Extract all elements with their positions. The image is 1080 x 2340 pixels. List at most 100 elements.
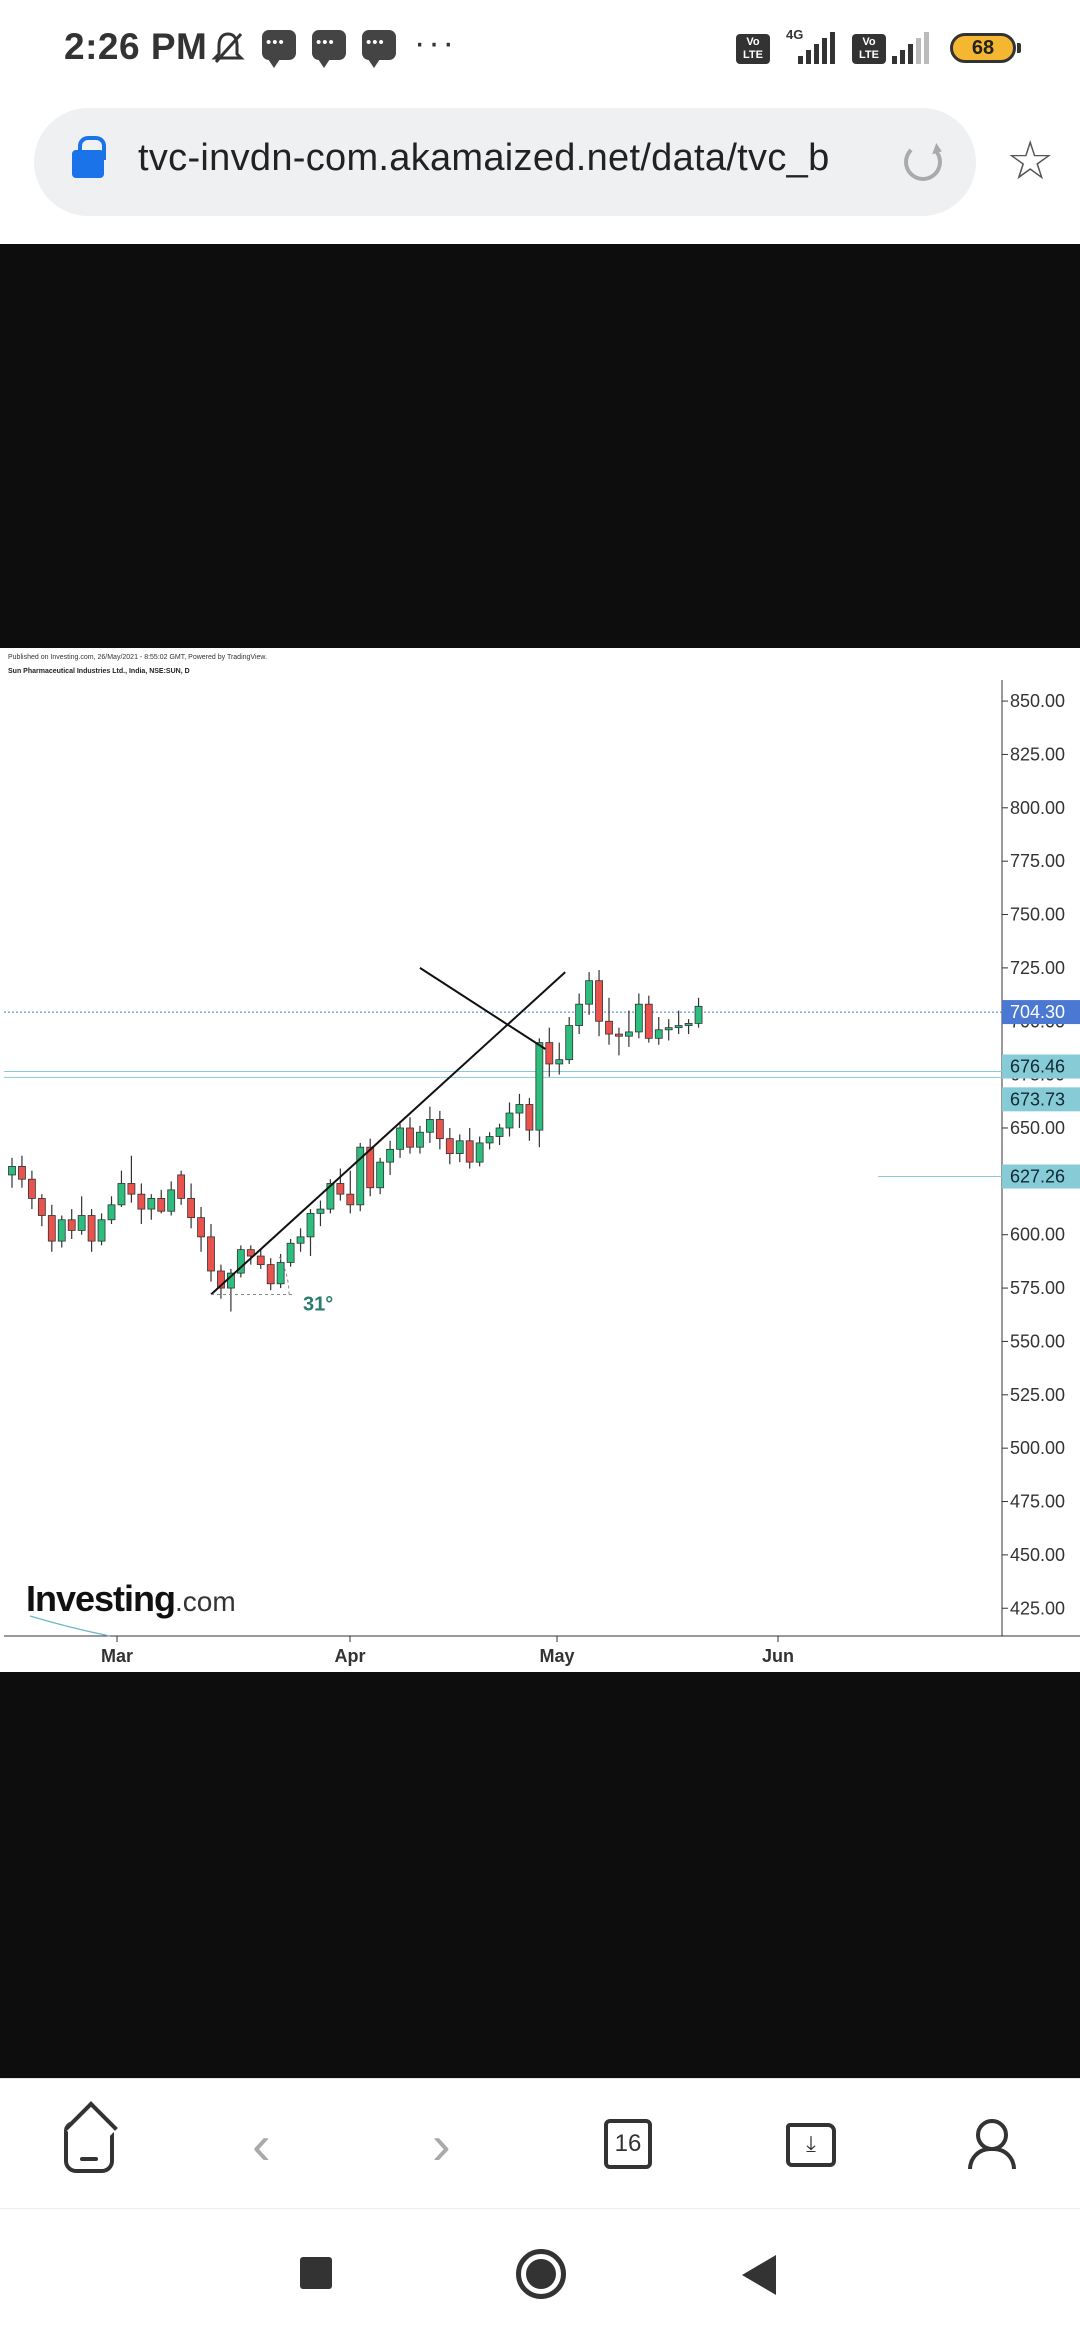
candle-body — [366, 1146, 375, 1189]
candle-body — [27, 1178, 36, 1199]
price-label-box — [1002, 1054, 1080, 1079]
candle-body — [654, 1029, 663, 1039]
candle-body — [465, 1140, 474, 1163]
message-icon — [362, 30, 396, 68]
candle-body — [87, 1215, 96, 1242]
candle-body — [356, 1146, 365, 1206]
y-tick-label: 575.00 — [1010, 1278, 1065, 1298]
candle-body — [47, 1215, 56, 1242]
candle-body — [525, 1104, 534, 1131]
candle-body — [625, 1031, 633, 1037]
candle-body — [127, 1183, 136, 1195]
bookmark-star-icon[interactable]: ☆ — [1006, 131, 1055, 191]
battery-icon: 68 — [950, 33, 1021, 63]
candle-body — [416, 1131, 424, 1148]
angle-arc — [277, 1254, 290, 1295]
candle-body — [535, 1042, 544, 1131]
candle-body — [555, 1059, 564, 1065]
y-tick-label: 750.00 — [1010, 905, 1065, 925]
chart-image: 850.00825.00800.00775.00750.00725.00700.… — [0, 648, 1080, 1672]
candle-body — [57, 1219, 66, 1242]
x-tick-label: Apr — [335, 1646, 366, 1666]
published-line: Published on Investing.com, 26/May/2021 … — [8, 654, 268, 661]
x-tick-label: Mar — [101, 1646, 133, 1666]
candle-body — [435, 1119, 444, 1140]
profile-icon[interactable] — [968, 2119, 1016, 2169]
candle-body — [177, 1174, 186, 1199]
candle-body — [505, 1112, 514, 1129]
forward-icon[interactable]: › — [432, 2113, 451, 2176]
image-letterbox-top — [0, 244, 1080, 648]
candle-body — [197, 1217, 205, 1238]
candle-body — [565, 1025, 574, 1061]
system-back-icon[interactable] — [742, 2255, 776, 2295]
more-notifications-icon: ··· — [414, 24, 457, 62]
candle-body — [336, 1183, 345, 1195]
candle-body — [276, 1262, 285, 1285]
price-label: 676.46 — [1010, 1057, 1065, 1077]
downloads-folder-icon[interactable]: ⤓ — [786, 2123, 836, 2167]
candle-body — [137, 1193, 146, 1210]
candle-body — [475, 1142, 484, 1163]
address-bar[interactable] — [34, 108, 976, 216]
trendline-resistance — [419, 967, 546, 1050]
candle-body — [595, 980, 603, 1022]
candle-body — [18, 1166, 26, 1180]
candle-body — [246, 1249, 255, 1257]
candle-body — [644, 1003, 653, 1039]
candle-body — [684, 1022, 693, 1026]
system-home-icon[interactable] — [516, 2249, 566, 2299]
candle-body — [316, 1208, 325, 1214]
candle-body — [37, 1198, 46, 1216]
price-label-box — [1002, 1000, 1080, 1025]
candle-body — [615, 1033, 623, 1037]
candle-body — [634, 1003, 643, 1033]
url-text[interactable]: tvc-invdn-com.akamaized.net/data/tvc_b — [138, 137, 830, 179]
x-tick-label: Jun — [762, 1646, 794, 1666]
price-label: 627.26 — [1010, 1167, 1065, 1187]
y-tick-label: 600.00 — [1010, 1225, 1065, 1245]
candlestick-chart: 850.00825.00800.00775.00750.00725.00700.… — [4, 680, 1080, 1666]
system-navigation — [0, 2208, 1080, 2340]
y-tick-label: 800.00 — [1010, 798, 1065, 818]
price-label: 673.73 — [1010, 1089, 1065, 1109]
back-icon[interactable]: ‹ — [252, 2113, 271, 2176]
candle-body — [485, 1136, 494, 1144]
candle-body — [585, 980, 593, 1005]
candle-body — [545, 1042, 554, 1065]
angle-label: 31° — [303, 1293, 333, 1315]
candle-body — [217, 1270, 225, 1289]
home-icon[interactable] — [64, 2121, 114, 2173]
candle-body — [396, 1127, 404, 1150]
signal-icon — [798, 32, 838, 64]
recents-icon[interactable] — [300, 2257, 332, 2289]
candle-body — [664, 1027, 673, 1031]
y-tick-label: 725.00 — [1010, 958, 1065, 978]
candle-body — [674, 1025, 683, 1029]
candle-body — [376, 1161, 385, 1189]
x-tick-label: May — [539, 1646, 574, 1666]
candle-body — [266, 1264, 275, 1285]
lock-icon[interactable] — [72, 136, 106, 178]
image-letterbox-bottom — [0, 1672, 1080, 2078]
candle-body — [107, 1204, 116, 1221]
y-tick-label: 825.00 — [1010, 744, 1065, 764]
reload-icon[interactable] — [904, 143, 942, 181]
candle-body — [326, 1183, 335, 1210]
candle-body — [97, 1219, 106, 1242]
logo-suffix: .com — [175, 1586, 236, 1617]
logo-swoosh — [29, 1615, 111, 1637]
candle-body — [256, 1255, 265, 1265]
tabs-button[interactable]: 16 — [604, 2119, 652, 2169]
mute-icon — [210, 30, 246, 66]
candle-body — [187, 1198, 196, 1219]
instrument-title: Sun Pharmaceutical Industries Ltd., Indi… — [8, 668, 190, 675]
y-tick-label: 775.00 — [1010, 851, 1065, 871]
candle-body — [286, 1242, 295, 1263]
candle-body — [406, 1127, 414, 1148]
status-time: 2:26 PM — [64, 26, 208, 67]
candle-body — [117, 1183, 126, 1206]
signal-icon — [892, 32, 932, 64]
candle-body — [77, 1215, 86, 1231]
